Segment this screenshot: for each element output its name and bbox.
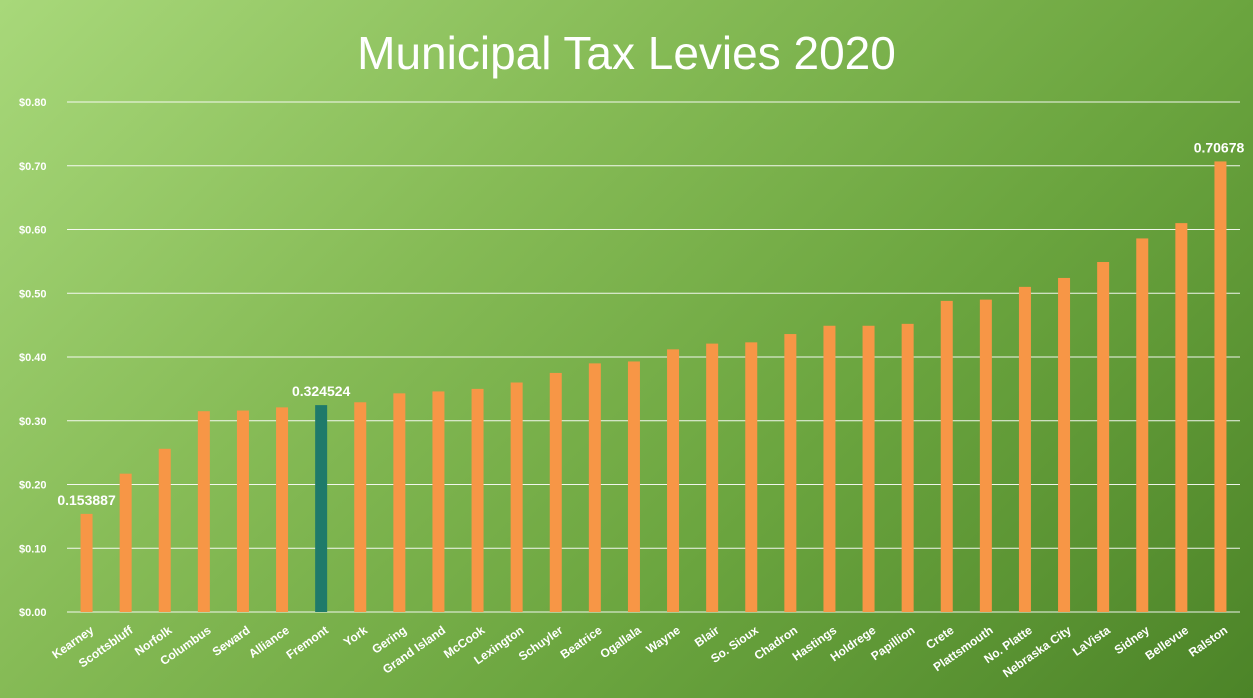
bar xyxy=(1058,277,1071,612)
x-tick-label: Schuyler xyxy=(516,623,566,664)
y-tick-label: $0.00 xyxy=(19,607,47,619)
data-label: 0.153887 xyxy=(57,492,116,508)
bar xyxy=(862,325,875,612)
y-tick-label: $0.20 xyxy=(19,480,47,492)
x-tick-label: Beatrice xyxy=(558,623,605,662)
bar xyxy=(745,342,758,612)
x-tick-label: Papillion xyxy=(868,623,917,663)
x-tick-label: Blair xyxy=(692,623,722,650)
bar xyxy=(197,411,210,612)
bar xyxy=(119,473,132,612)
x-tick-label: Wayne xyxy=(643,623,683,657)
bar xyxy=(706,343,719,612)
bar xyxy=(315,405,328,612)
x-tick-label: Fremont xyxy=(284,623,331,662)
bar xyxy=(979,299,992,612)
bar xyxy=(432,391,445,612)
bar xyxy=(471,388,484,612)
bar xyxy=(354,402,367,612)
bar xyxy=(1097,262,1110,612)
x-tick-label: York xyxy=(341,623,370,649)
y-tick-label: $0.70 xyxy=(19,161,47,173)
chart-title: Municipal Tax Levies 2020 xyxy=(357,27,896,79)
y-tick-label: $0.60 xyxy=(19,225,47,237)
bar xyxy=(667,349,680,612)
bar xyxy=(940,300,953,612)
bar xyxy=(627,361,640,612)
bar xyxy=(784,334,797,612)
bar xyxy=(510,382,523,612)
y-tick-label: $0.30 xyxy=(19,416,47,428)
bar xyxy=(158,448,171,612)
bar xyxy=(1136,238,1149,613)
y-tick-label: $0.40 xyxy=(19,352,47,364)
bar xyxy=(823,325,836,612)
bar xyxy=(588,363,601,612)
bar xyxy=(80,513,93,612)
x-tick-label: Ralston xyxy=(1186,623,1230,660)
data-label: 0.324524 xyxy=(292,383,351,399)
data-label: 0.70678 xyxy=(1194,139,1245,155)
bar xyxy=(236,410,249,612)
bar xyxy=(901,323,914,612)
bar xyxy=(276,407,289,612)
y-tick-label: $0.80 xyxy=(19,97,47,109)
x-tick-label: Seward xyxy=(210,623,253,659)
x-tick-label: Ogallala xyxy=(597,623,644,661)
y-tick-label: $0.10 xyxy=(19,543,47,555)
bar xyxy=(549,372,562,612)
bar xyxy=(1175,223,1188,612)
x-tick-label: Alliance xyxy=(246,623,292,661)
bar xyxy=(393,393,406,612)
x-tick-label: LaVista xyxy=(1070,623,1113,659)
bar xyxy=(1214,161,1227,613)
bar xyxy=(1018,286,1031,612)
x-tick-label: Nebraska City xyxy=(1000,623,1074,681)
y-tick-label: $0.50 xyxy=(19,288,47,300)
x-tick-label: Bellevue xyxy=(1143,623,1192,663)
